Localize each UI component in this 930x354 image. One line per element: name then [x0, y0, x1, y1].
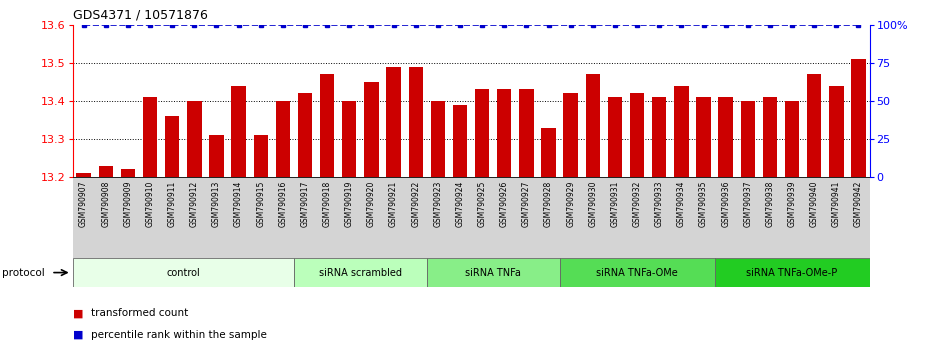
Bar	[674, 86, 688, 177]
Text: GSM790908: GSM790908	[101, 180, 111, 227]
Text: siRNA TNFa-OMe-P: siRNA TNFa-OMe-P	[747, 268, 838, 278]
Bar	[785, 101, 799, 177]
Bar	[453, 105, 467, 177]
Text: siRNA TNFa-OMe: siRNA TNFa-OMe	[596, 268, 678, 278]
Text: siRNA TNFa: siRNA TNFa	[465, 268, 521, 278]
Text: percentile rank within the sample: percentile rank within the sample	[91, 330, 267, 339]
Text: siRNA scrambled: siRNA scrambled	[319, 268, 402, 278]
Bar	[564, 93, 578, 177]
Text: GSM790912: GSM790912	[190, 180, 199, 227]
Bar	[763, 97, 777, 177]
Bar	[497, 90, 512, 177]
Bar	[830, 86, 844, 177]
Text: GSM790932: GSM790932	[632, 180, 642, 227]
Text: GSM790938: GSM790938	[765, 180, 775, 227]
Text: ■: ■	[73, 308, 83, 318]
Text: control: control	[166, 268, 200, 278]
Bar	[427, 258, 560, 287]
Bar	[475, 90, 489, 177]
Bar	[519, 90, 534, 177]
Bar	[165, 116, 179, 177]
Text: GSM790937: GSM790937	[743, 180, 752, 227]
Text: GSM790940: GSM790940	[810, 180, 818, 227]
Bar	[365, 82, 379, 177]
Text: ■: ■	[73, 330, 83, 339]
Bar	[121, 169, 135, 177]
Bar	[187, 101, 202, 177]
Bar	[740, 101, 755, 177]
Text: GSM790942: GSM790942	[854, 180, 863, 227]
Text: GSM790925: GSM790925	[478, 180, 486, 227]
Bar	[697, 97, 711, 177]
Bar	[254, 135, 268, 177]
Bar	[607, 97, 622, 177]
Text: GDS4371 / 10571876: GDS4371 / 10571876	[73, 9, 207, 22]
Bar	[719, 97, 733, 177]
Text: GSM790931: GSM790931	[610, 180, 619, 227]
Bar	[541, 127, 556, 177]
Bar	[851, 59, 866, 177]
Text: transformed count: transformed count	[91, 308, 189, 318]
Bar	[560, 258, 714, 287]
Text: GSM790918: GSM790918	[323, 180, 332, 227]
Bar	[320, 74, 335, 177]
Text: protocol: protocol	[2, 268, 45, 278]
Text: GSM790924: GSM790924	[456, 180, 464, 227]
Text: GSM790911: GSM790911	[167, 180, 177, 227]
Bar	[807, 74, 821, 177]
Bar	[652, 97, 667, 177]
Bar	[586, 74, 600, 177]
Text: GSM790913: GSM790913	[212, 180, 221, 227]
Bar	[209, 135, 223, 177]
Text: GSM790916: GSM790916	[278, 180, 287, 227]
Text: GSM790927: GSM790927	[522, 180, 531, 227]
Text: GSM790936: GSM790936	[721, 180, 730, 227]
Text: GSM790933: GSM790933	[655, 180, 664, 227]
Bar	[232, 86, 246, 177]
Bar	[630, 93, 644, 177]
Text: GSM790907: GSM790907	[79, 180, 88, 227]
Text: GSM790914: GSM790914	[234, 180, 243, 227]
Bar	[342, 101, 356, 177]
Bar	[408, 67, 423, 177]
Bar	[275, 101, 290, 177]
Bar	[386, 67, 401, 177]
Text: GSM790941: GSM790941	[831, 180, 841, 227]
Text: GSM790922: GSM790922	[411, 180, 420, 227]
Text: GSM790915: GSM790915	[257, 180, 265, 227]
Bar	[298, 93, 312, 177]
Bar	[143, 97, 157, 177]
Bar	[431, 101, 445, 177]
Text: GSM790934: GSM790934	[677, 180, 685, 227]
Bar	[714, 258, 870, 287]
Bar	[294, 258, 427, 287]
Text: GSM790935: GSM790935	[699, 180, 708, 227]
Text: GSM790928: GSM790928	[544, 180, 553, 227]
Text: GSM790921: GSM790921	[389, 180, 398, 227]
Text: GSM790926: GSM790926	[499, 180, 509, 227]
Text: GSM790920: GSM790920	[367, 180, 376, 227]
Text: GSM790919: GSM790919	[345, 180, 353, 227]
Text: GSM790929: GSM790929	[566, 180, 575, 227]
Bar	[73, 258, 294, 287]
Text: GSM790939: GSM790939	[788, 180, 797, 227]
Text: GSM790910: GSM790910	[145, 180, 154, 227]
Text: GSM790909: GSM790909	[124, 180, 132, 227]
Text: GSM790923: GSM790923	[433, 180, 443, 227]
Text: GSM790917: GSM790917	[300, 180, 310, 227]
Bar	[76, 173, 91, 177]
Bar	[99, 166, 113, 177]
Text: GSM790930: GSM790930	[589, 180, 597, 227]
